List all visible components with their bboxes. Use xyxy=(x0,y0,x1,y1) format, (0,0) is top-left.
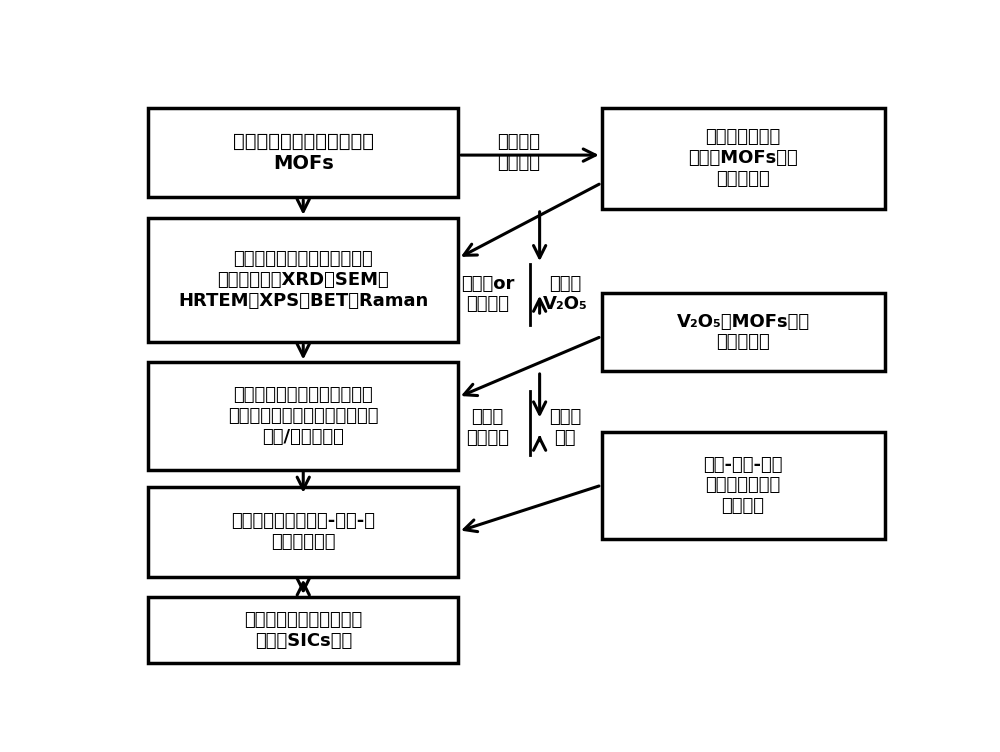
FancyBboxPatch shape xyxy=(148,108,458,197)
Text: 水热法or
磁控溅射: 水热法or 磁控溅射 xyxy=(461,274,514,314)
Text: 吸附-插层-转化
协同机制多组分
柔性电极: 吸附-插层-转化 协同机制多组分 柔性电极 xyxy=(703,456,783,515)
FancyBboxPatch shape xyxy=(602,432,885,539)
FancyBboxPatch shape xyxy=(602,293,885,371)
FancyBboxPatch shape xyxy=(148,217,458,342)
Text: 成分、形貌、结构、孔隙率等
测试和分析：XRD；SEM；
HRTEM；XPS；BET；Raman: 成分、形貌、结构、孔隙率等 测试和分析：XRD；SEM； HRTEM；XPS；B… xyxy=(178,250,428,310)
Text: 水热法
高温退火: 水热法 高温退火 xyxy=(466,408,509,447)
Text: 双掺杂法
掺杂活化: 双掺杂法 掺杂活化 xyxy=(497,133,540,171)
Text: 探讨系列电极的组分-结构-性
能的构效关系: 探讨系列电极的组分-结构-性 能的构效关系 xyxy=(231,512,375,551)
FancyBboxPatch shape xyxy=(148,597,458,663)
FancyBboxPatch shape xyxy=(148,362,458,469)
Text: V₂O₅与MOFs衍生
物复合电极: V₂O₅与MOFs衍生 物复合电极 xyxy=(676,313,810,351)
Text: 插层型
V₂O₅: 插层型 V₂O₅ xyxy=(543,274,588,314)
Text: 优化制备基于多组分柔性
电极的SICs器件: 优化制备基于多组分柔性 电极的SICs器件 xyxy=(244,611,362,650)
FancyBboxPatch shape xyxy=(602,108,885,209)
Text: 内嵌转化型阳极
材料的MOFs衍生
物柔性电极: 内嵌转化型阳极 材料的MOFs衍生 物柔性电极 xyxy=(688,129,798,188)
Text: 在柔性碳基底表面可控制备
MOFs: 在柔性碳基底表面可控制备 MOFs xyxy=(233,132,374,173)
Text: 吸附型
软碳: 吸附型 软碳 xyxy=(549,408,581,447)
FancyBboxPatch shape xyxy=(148,487,458,577)
Text: 电化学分析与测试：钠离子扩
散系数、循环伏安、倍率特性、
能量/功率密度等: 电化学分析与测试：钠离子扩 散系数、循环伏安、倍率特性、 能量/功率密度等 xyxy=(228,386,378,446)
